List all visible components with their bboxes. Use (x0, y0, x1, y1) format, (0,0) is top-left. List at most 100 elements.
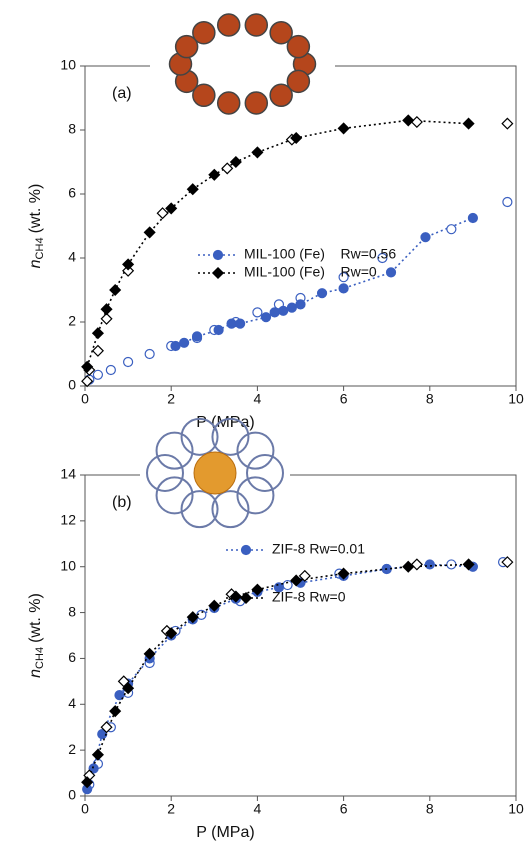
circle-marker (114, 690, 125, 701)
y-tick-label: 12 (60, 512, 76, 528)
diamond-marker (208, 599, 221, 612)
open-circle-marker (446, 224, 457, 235)
open-circle-marker (252, 307, 263, 318)
x-tick-label: 2 (167, 391, 175, 407)
open-diamond-marker (81, 375, 94, 388)
y-tick-label: 4 (68, 695, 76, 711)
illustration-ring (155, 431, 194, 470)
open-circle-marker (123, 356, 134, 368)
illustration-cluster (174, 34, 199, 59)
x-tick-label: 10 (508, 391, 524, 407)
x-tick-label: 4 (254, 801, 262, 817)
circle-marker (88, 763, 99, 774)
open-circle-marker (92, 369, 104, 380)
open-diamond-marker (100, 312, 113, 325)
illustration-ring (155, 476, 194, 515)
circle-marker (385, 267, 397, 278)
circle-marker (286, 302, 297, 313)
y-tick-label: 6 (68, 649, 76, 665)
circle-marker (191, 331, 203, 342)
diamond-marker (91, 748, 104, 761)
open-circle-marker (196, 609, 207, 620)
circle-marker (212, 249, 224, 261)
y-tick-label: 8 (68, 121, 76, 137)
open-circle-marker (144, 348, 155, 360)
circle-marker (179, 337, 190, 348)
diamond-marker (122, 258, 135, 271)
circle-marker (424, 559, 435, 570)
x-tick-label: 8 (426, 391, 434, 407)
illustration-cluster (192, 83, 216, 108)
x-tick-label: 6 (340, 801, 348, 817)
open-diamond-marker (298, 569, 311, 582)
open-diamond-marker (410, 558, 423, 571)
diamond-marker (462, 558, 475, 571)
legend-label: MIL-100 (Fe) Rw=0 (244, 264, 377, 280)
diamond-marker (229, 155, 242, 169)
legend-label: MIL-100 (Fe) Rw=0.56 (244, 246, 396, 262)
open-diamond-marker (410, 115, 423, 129)
illustration-cluster (269, 20, 293, 45)
panel-label: (a) (112, 85, 132, 102)
x-tick-label: 0 (81, 391, 89, 407)
diamond-marker (165, 202, 178, 215)
diamond-marker (186, 183, 199, 196)
diamond-marker (402, 560, 415, 573)
y-axis-label: nCH4 (wt. %) (27, 184, 46, 269)
y-tick-label: 14 (60, 466, 76, 482)
diamond-marker (462, 117, 475, 130)
panel-label: (b) (112, 494, 132, 511)
circle-marker (467, 212, 478, 224)
diamond-marker (81, 776, 94, 789)
y-tick-label: 4 (68, 249, 76, 265)
illustration-cluster (244, 13, 269, 37)
illustration-cluster (286, 34, 311, 59)
circle-marker (316, 288, 328, 299)
diamond-marker (402, 114, 415, 127)
x-tick-label: 2 (167, 801, 175, 817)
illustration-ring (180, 417, 219, 456)
x-tick-label: 8 (426, 801, 434, 817)
series-line (86, 119, 469, 368)
x-axis-label: P (MPa) (196, 414, 254, 431)
circle-marker (269, 307, 280, 318)
diamond-marker (81, 360, 94, 373)
diamond-marker (122, 682, 135, 695)
x-tick-label: 6 (340, 391, 348, 407)
open-diamond-marker (501, 117, 514, 130)
illustration-ring (236, 476, 275, 515)
plot-frame (84, 474, 517, 797)
diamond-marker (109, 283, 122, 297)
open-diamond-marker (91, 344, 104, 357)
diamond-marker (337, 122, 350, 135)
illustration-ring (211, 417, 250, 456)
diamond-marker (211, 266, 225, 280)
legend-label: ZIF-8 Rw=0 (272, 589, 346, 605)
illustration-cluster (269, 83, 293, 108)
circle-marker (295, 299, 306, 310)
y-label-unit: (wt. %) (27, 593, 44, 643)
y-label-symbol: n (27, 259, 44, 268)
diamond-marker (229, 590, 242, 603)
diamond-marker (251, 146, 264, 159)
y-tick-label: 8 (68, 603, 76, 619)
diamond-marker (91, 327, 104, 340)
illustration-cluster (286, 69, 311, 94)
illustration-ring (146, 454, 184, 492)
illustration-ring (246, 454, 284, 492)
open-diamond-marker (221, 162, 234, 175)
illustration-cluster (216, 91, 241, 115)
y-label-subscript: CH4 (34, 237, 46, 259)
open-circle-marker (502, 196, 513, 208)
open-circle-marker (338, 272, 349, 283)
legend-label: ZIF-8 Rw=0.01 (272, 541, 365, 557)
open-diamond-marker (156, 207, 169, 220)
circle-marker (338, 283, 349, 294)
open-diamond-marker (100, 721, 113, 734)
circle-marker (226, 318, 237, 329)
circle-marker (278, 305, 289, 316)
open-diamond-marker (501, 556, 514, 569)
diamond-marker (239, 591, 253, 605)
circle-marker (260, 312, 272, 323)
